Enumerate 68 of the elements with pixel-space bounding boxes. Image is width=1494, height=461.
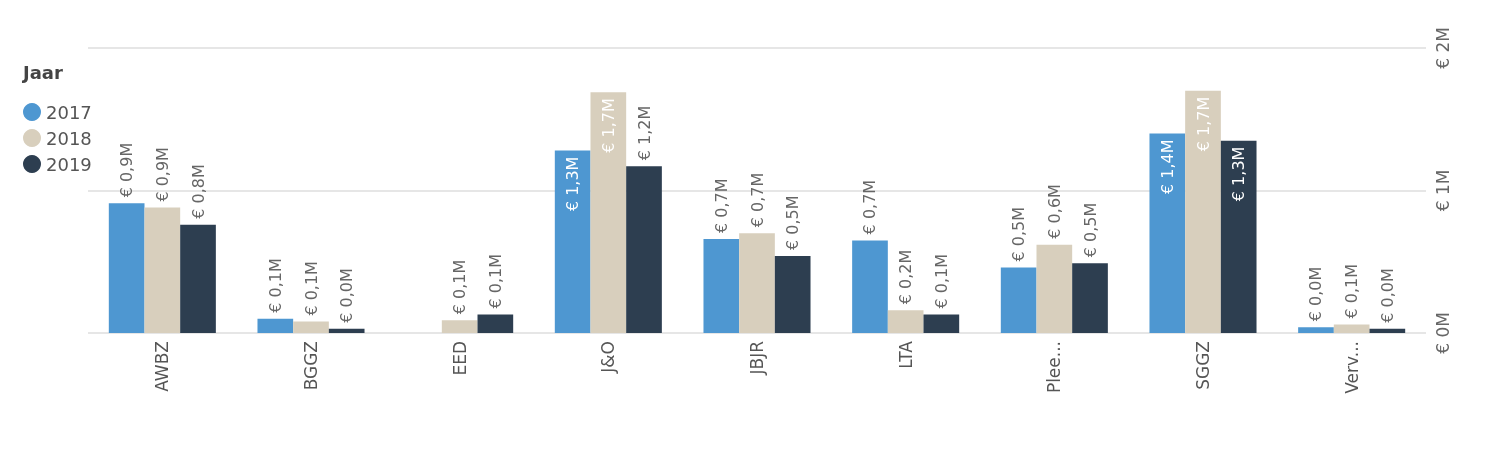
data-label: € 1,4M bbox=[1157, 139, 1177, 195]
bar bbox=[144, 207, 181, 333]
bar bbox=[887, 310, 924, 333]
data-label: € 0,5M bbox=[1009, 206, 1029, 262]
y-tick-label: € 2M bbox=[1432, 27, 1453, 69]
data-label: € 0,9M bbox=[152, 147, 172, 202]
bar bbox=[293, 321, 329, 333]
data-label: € 0,0M bbox=[337, 268, 357, 323]
bar bbox=[1185, 90, 1221, 333]
data-label: € 0,1M bbox=[485, 253, 505, 309]
data-label: € 0,1M bbox=[301, 261, 321, 316]
x-tick-label: Plee... bbox=[1044, 341, 1065, 394]
bar bbox=[180, 224, 216, 333]
x-tick-label: SGGZ bbox=[1193, 341, 1213, 390]
bar bbox=[328, 328, 365, 333]
data-label: € 0,6M bbox=[1044, 184, 1064, 239]
legend-label: 2018 bbox=[46, 127, 92, 149]
bar bbox=[1036, 244, 1073, 333]
data-label: € 1,7M bbox=[598, 98, 618, 153]
bar bbox=[590, 92, 627, 333]
bar bbox=[1369, 328, 1406, 333]
y-tick-label: € 1M bbox=[1432, 169, 1453, 212]
bar bbox=[626, 166, 662, 333]
bar bbox=[477, 314, 514, 333]
x-tick-label: LTA bbox=[895, 340, 916, 369]
bar bbox=[1298, 327, 1334, 333]
bar bbox=[739, 233, 775, 333]
data-label: € 0,1M bbox=[1342, 263, 1362, 319]
x-tick-label: Verv... bbox=[1341, 341, 1362, 394]
x-tick-label: AWBZ bbox=[152, 341, 173, 392]
data-label: € 1,3M bbox=[563, 156, 583, 212]
data-label: € 1,7M bbox=[1193, 96, 1213, 152]
legend-label: 2017 bbox=[46, 101, 92, 123]
data-label: € 0,1M bbox=[450, 259, 470, 315]
legend-label: 2019 bbox=[46, 153, 92, 175]
data-label: € 0,5M bbox=[783, 195, 803, 251]
bar bbox=[554, 150, 591, 333]
data-label: € 0,8M bbox=[188, 164, 208, 219]
bar bbox=[1149, 133, 1186, 333]
bar bbox=[1220, 140, 1257, 333]
bar bbox=[1333, 324, 1370, 333]
x-tick-label: BGGZ bbox=[301, 341, 321, 391]
data-label: € 1,2M bbox=[634, 105, 654, 161]
data-label: € 0,9M bbox=[117, 142, 137, 198]
bar bbox=[1072, 263, 1108, 333]
bar bbox=[108, 203, 145, 333]
x-tick-label: JBJR bbox=[747, 340, 767, 376]
bar bbox=[257, 318, 294, 333]
data-label: € 0,0M bbox=[1377, 268, 1397, 323]
data-label: € 0,7M bbox=[747, 172, 767, 228]
y-tick-label: € 0M bbox=[1432, 312, 1453, 354]
data-label: € 0,7M bbox=[860, 179, 880, 235]
data-label: € 0,1M bbox=[265, 258, 285, 313]
bar bbox=[1000, 267, 1037, 333]
data-label: € 0,0M bbox=[1306, 266, 1326, 322]
x-tick-label: EED bbox=[449, 341, 470, 376]
x-tick-label: J&O bbox=[598, 341, 619, 374]
data-label: € 0,2M bbox=[896, 249, 916, 305]
legend-title: Jaar bbox=[21, 61, 63, 83]
bar bbox=[703, 238, 740, 333]
bar bbox=[923, 314, 960, 333]
bar bbox=[441, 320, 478, 333]
data-label: € 0,7M bbox=[711, 178, 731, 233]
data-label: € 0,1M bbox=[931, 253, 951, 309]
bar bbox=[774, 256, 811, 333]
data-label: € 0,5M bbox=[1080, 202, 1100, 258]
data-label: € 1,3M bbox=[1229, 146, 1249, 202]
bar bbox=[852, 240, 888, 333]
